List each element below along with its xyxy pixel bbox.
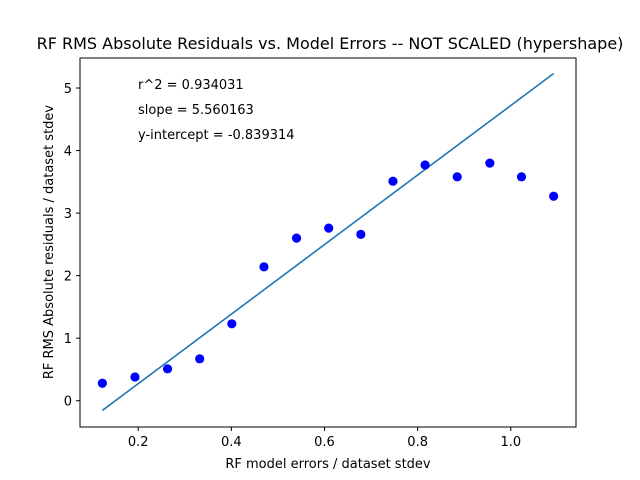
y-tick-label: 5 (64, 82, 72, 97)
data-point (324, 224, 333, 233)
x-tick-label: 0.8 (407, 435, 428, 450)
y-tick-label: 0 (64, 395, 72, 410)
annotation-slope: slope = 5.560163 (138, 103, 254, 118)
y-axis-label: RF RMS Absolute residuals / dataset stde… (42, 105, 57, 380)
data-point (388, 177, 397, 186)
data-point (227, 319, 236, 328)
data-point (549, 192, 558, 201)
data-point (517, 172, 526, 181)
x-tick-label: 0.4 (221, 435, 242, 450)
x-tick-label: 1.0 (500, 435, 521, 450)
chart-title: RF RMS Absolute Residuals vs. Model Erro… (37, 34, 624, 53)
data-point (421, 160, 430, 169)
y-tick-label: 2 (64, 270, 72, 285)
data-point (453, 172, 462, 181)
annotation-r-squared: r^2 = 0.934031 (138, 78, 244, 93)
y-tick-label: 1 (64, 332, 72, 347)
x-axis-label: RF model errors / dataset stdev (225, 457, 431, 472)
data-point (130, 372, 139, 381)
data-point (356, 230, 365, 239)
annotation-y-intercept: y-intercept = -0.839314 (138, 128, 295, 143)
x-tick-label: 0.6 (314, 435, 335, 450)
y-tick-label: 4 (64, 145, 72, 160)
data-point (163, 364, 172, 373)
x-tick-label: 0.2 (128, 435, 149, 450)
data-point (195, 354, 204, 363)
data-point (292, 234, 301, 243)
data-point (98, 379, 107, 388)
data-point (485, 158, 494, 167)
y-tick-label: 3 (64, 207, 72, 222)
data-point (259, 262, 268, 271)
